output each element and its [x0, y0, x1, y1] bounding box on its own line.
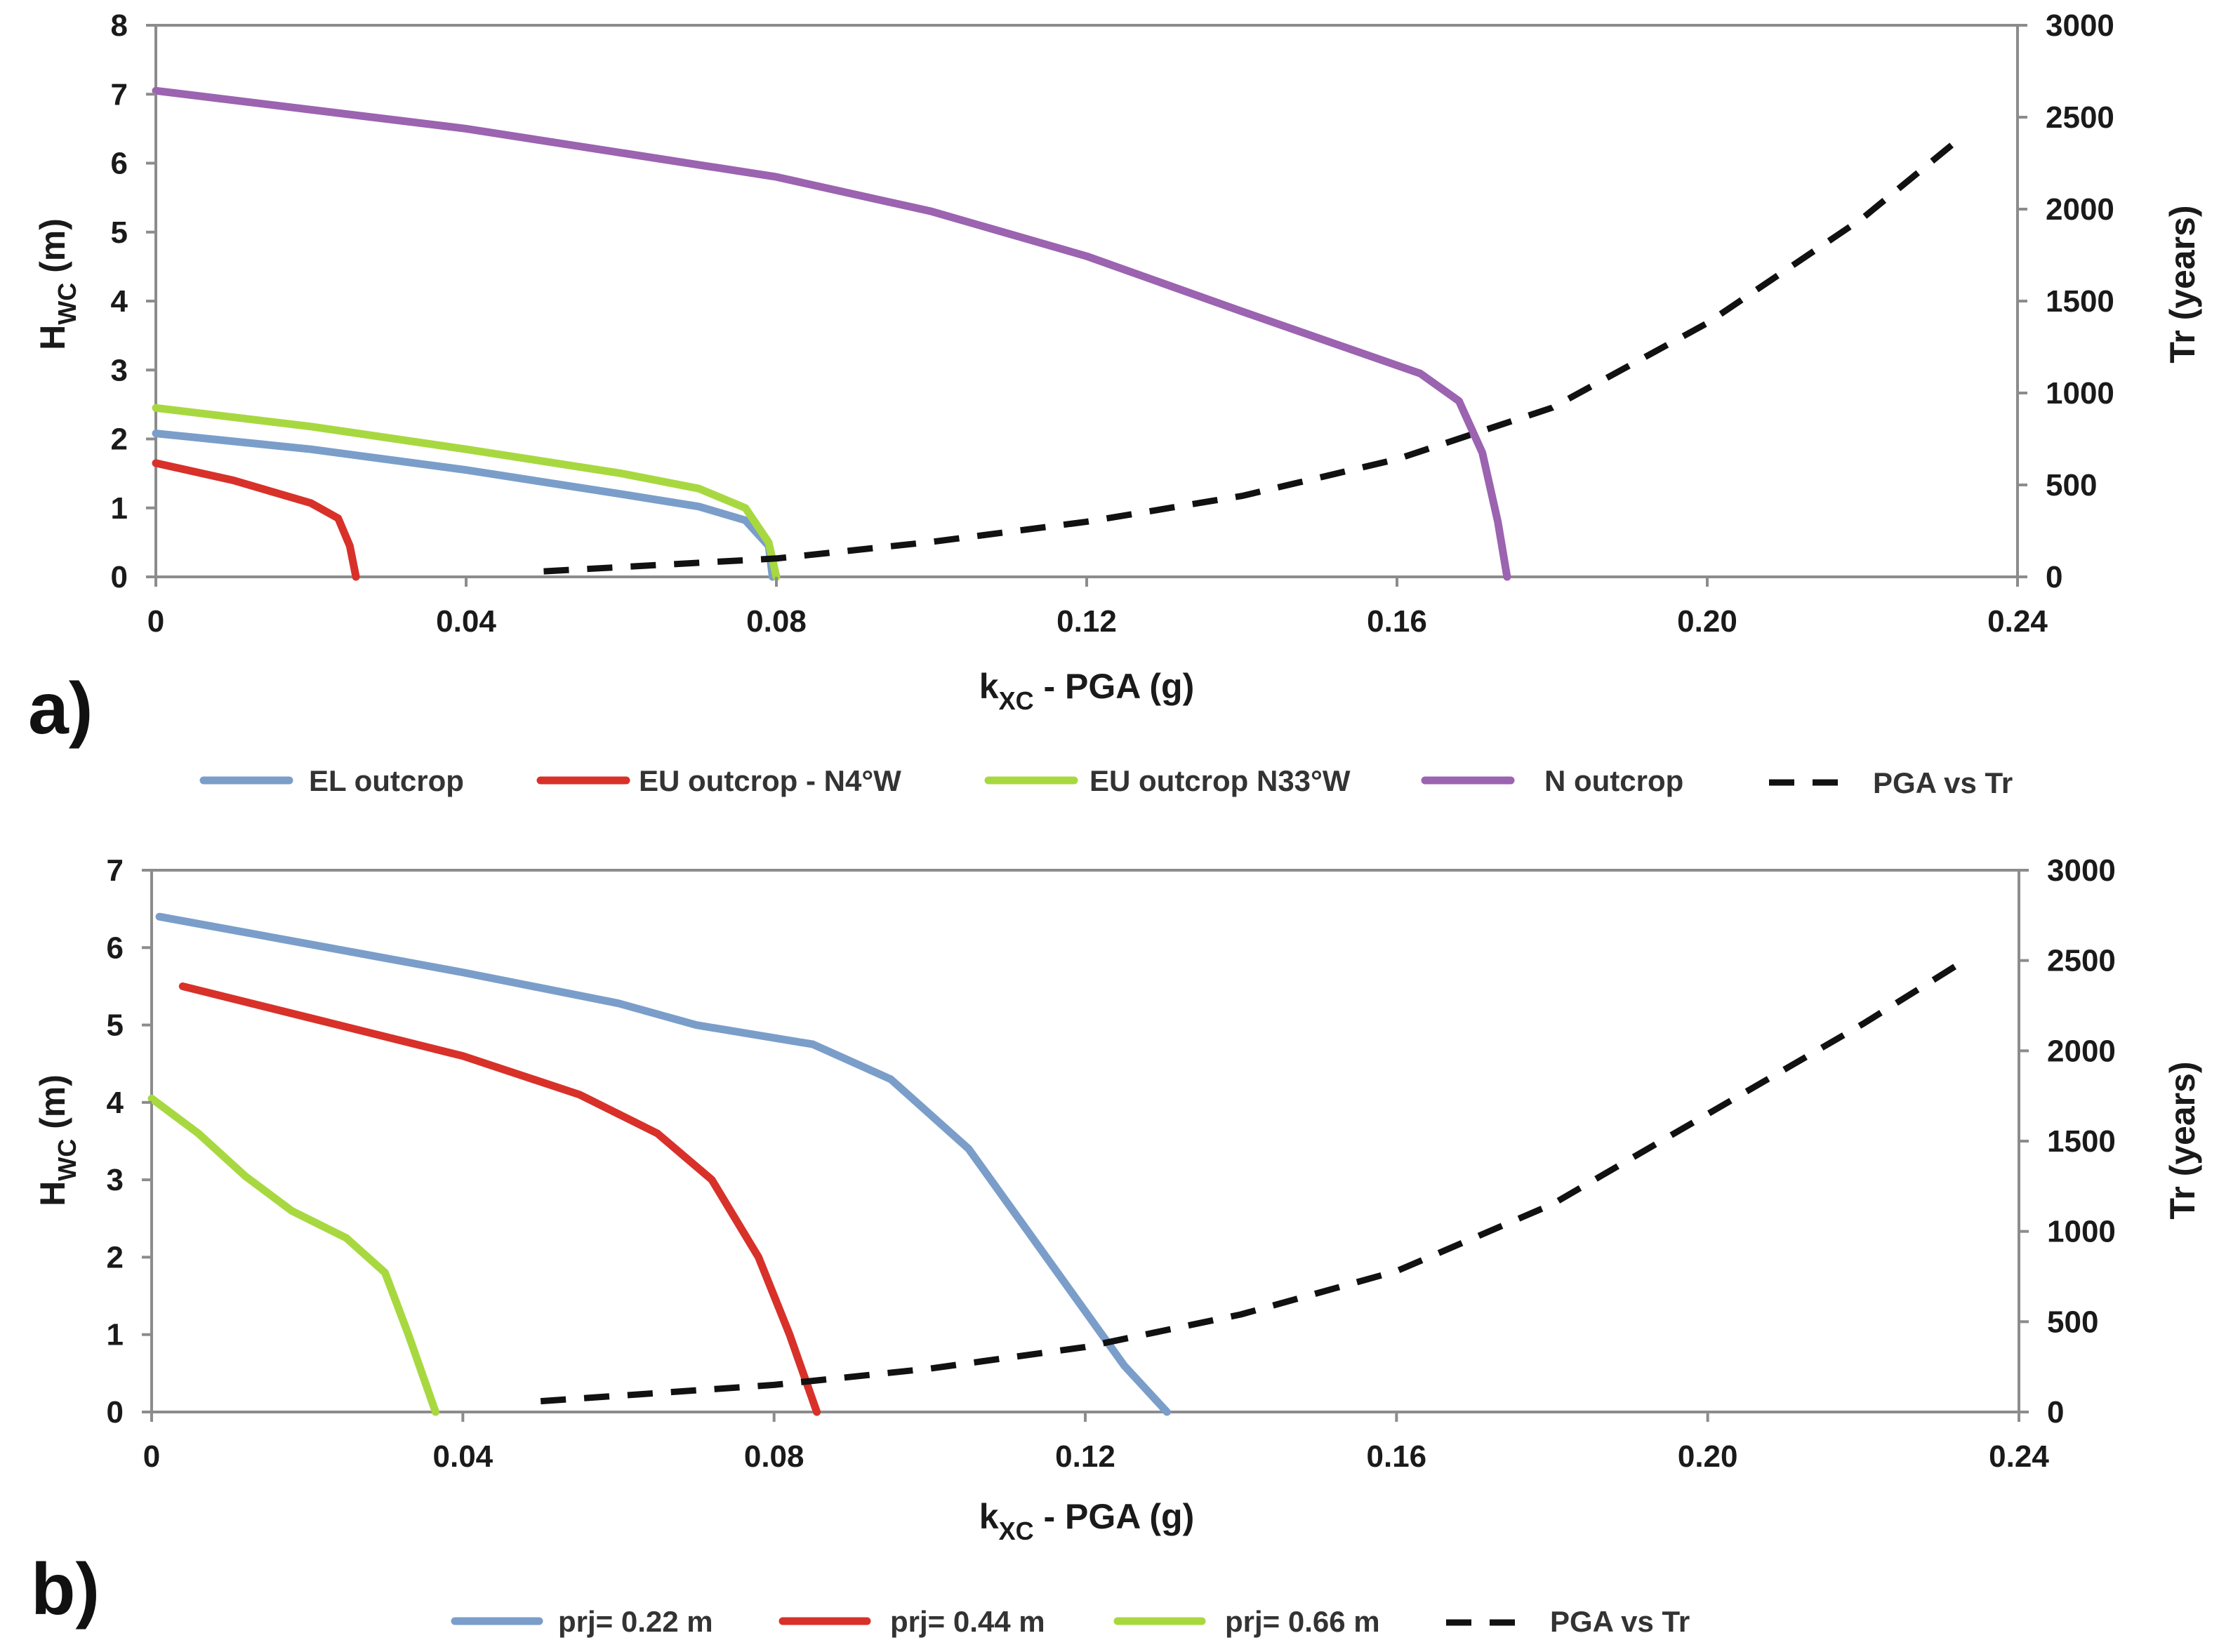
panel-a-label: a) [28, 668, 93, 750]
legend-label-eu-outcrop-n4w: EU outcrop - N4°W [639, 764, 901, 797]
panel-a-xtick-label: 0.20 [1677, 604, 1737, 639]
panel-a-series-pga-vs-tr-line [543, 133, 1966, 575]
panel-a-ytick-label: 7 [111, 77, 128, 112]
panel-a-xtick-label: 0.04 [436, 604, 496, 639]
panel-b-xtick-label: 0.20 [1678, 1439, 1738, 1474]
panel-b-y2tick-label: 1000 [2047, 1215, 2116, 1249]
panel-b: 0 0.04 0.08 0.12 0.16 0.20 0.24 0 1 2 3 4 5 6 7 0 500 100… [31, 853, 2202, 1638]
panel-b-series-prj-0-22-m-line [155, 912, 1171, 1416]
panel-a-series-n-outcrop-line [152, 86, 1511, 581]
panel-b-y2tick-label: 500 [2047, 1305, 2098, 1339]
panel-a-series-eu-outcrop-n33-w-line [152, 404, 781, 581]
panel-b-y2tick-label: 2000 [2047, 1034, 2116, 1068]
panel-a-y2-axis-title: Tr (years) [2163, 205, 2202, 363]
panel-a-ytick-label: 5 [111, 215, 128, 250]
panel-b-ytick-label: 4 [107, 1086, 124, 1120]
panel-a-xtick-label: 0.08 [746, 604, 807, 639]
panel-a-ytick-label: 1 [111, 491, 128, 526]
legend-label-pga-vs-tr: PGA vs Tr [1873, 766, 2013, 799]
panel-b-xtick-label: 0.08 [744, 1439, 804, 1474]
panel-b-ytick-label: 0 [107, 1395, 124, 1430]
panel-b-series-group [147, 912, 1966, 1416]
panel-a-x-axis-title: kXC - PGA (g) [979, 667, 1195, 715]
panel-b-xtick-label: 0.16 [1367, 1439, 1427, 1474]
panel-a-y2tick-label: 2500 [2046, 100, 2114, 135]
panel-b-series-prj-0-44-m-line [178, 982, 821, 1416]
panel-b-ticks-group: 0 0.04 0.08 0.12 0.16 0.20 0.24 0 1 2 3 4 5 6 7 0 500 100… [107, 853, 2116, 1474]
legend-label-prj-022: prj= 0.22 m [558, 1605, 713, 1638]
panel-a-y2tick-label: 500 [2046, 468, 2097, 502]
panel-a-ytick-label: 2 [111, 422, 128, 457]
panel-b-ytick-label: 1 [107, 1318, 124, 1352]
panel-a-ticks-group: 0 0.04 0.08 0.12 0.16 0.20 0.24 0 1 2 3 4 5 6 7 8 0 500 10… [111, 8, 2114, 639]
panel-b-y2tick-label: 3000 [2047, 853, 2116, 888]
panel-a-xtick-label: 0.12 [1056, 604, 1117, 639]
panel-b-ytick-label: 3 [107, 1163, 124, 1197]
panel-a-y2tick-label: 2000 [2046, 192, 2114, 227]
legend-label-prj-066: prj= 0.66 m [1225, 1605, 1380, 1638]
panel-b-series-prj-0-66-m-line [147, 1094, 439, 1416]
legend-label-pga-vs-tr-b: PGA vs Tr [1550, 1605, 1690, 1638]
panel-a-y-axis-title: HWC (m) [33, 218, 81, 350]
panel-b-y2tick-label: 1500 [2047, 1124, 2116, 1159]
panel-b-ytick-label: 2 [107, 1240, 124, 1274]
legend-label-el-outcrop: EL outcrop [309, 764, 464, 797]
panel-a-ytick-label: 8 [111, 8, 128, 43]
panel-b-x-axis-title: kXC - PGA (g) [979, 1497, 1195, 1545]
panel-b-xtick-label: 0.12 [1055, 1439, 1115, 1474]
panel-a-ytick-label: 4 [111, 284, 128, 319]
panel-b-y2tick-label: 2500 [2047, 944, 2116, 978]
panel-b-y2tick-label: 0 [2047, 1395, 2064, 1430]
panel-a-y2tick-label: 1500 [2046, 284, 2114, 319]
panel-b-ytick-label: 7 [107, 853, 124, 888]
legend-label-prj-044: prj= 0.44 m [890, 1605, 1045, 1638]
panel-b-xtick-label: 0 [143, 1439, 160, 1474]
panel-b-series-pga-vs-tr-line [540, 957, 1966, 1405]
panel-a-ytick-label: 6 [111, 147, 128, 181]
panel-b-ytick-label: 5 [107, 1008, 124, 1043]
panel-a-series-el-outcrop-line [152, 429, 776, 581]
panel-a-ytick-label: 3 [111, 353, 128, 387]
panel-a-series-eu-outcrop-n4-w-line [152, 459, 360, 581]
panel-a-series-group [152, 86, 1966, 581]
panel-a-y2tick-label: 0 [2046, 560, 2062, 594]
panel-a: 0 0.04 0.08 0.12 0.16 0.20 0.24 0 1 2 3 4 5 6 7 8 0 500 10… [28, 8, 2202, 799]
legend-label-n-outcrop: N outcrop [1544, 764, 1683, 797]
panel-b-xtick-label: 0.24 [1989, 1439, 2049, 1474]
panel-b-plot-frame [150, 869, 2020, 1413]
panel-a-xtick-label: 0 [147, 604, 164, 639]
legend-label-eu-outcrop-n33w: EU outcrop N33°W [1089, 764, 1351, 797]
panel-a-y2tick-label: 1000 [2046, 376, 2114, 411]
panel-b-y-axis-title: HWC (m) [33, 1074, 81, 1206]
panel-b-ytick-label: 6 [107, 931, 124, 965]
panel-a-ytick-label: 0 [111, 560, 128, 594]
panel-a-legend: EL outcrop EU outcrop - N4°W EU outcrop … [199, 764, 2013, 799]
panel-b-legend: prj= 0.22 m prj= 0.44 m prj= 0.66 m PGA … [451, 1605, 1690, 1638]
panel-a-xtick-label: 0.24 [1987, 604, 2048, 639]
panel-a-y2tick-label: 3000 [2046, 8, 2114, 43]
panel-b-label: b) [31, 1549, 100, 1630]
panel-a-xtick-label: 0.16 [1367, 604, 1427, 639]
panel-b-xtick-label: 0.04 [433, 1439, 494, 1474]
panel-b-y2-axis-title: Tr (years) [2163, 1061, 2202, 1219]
